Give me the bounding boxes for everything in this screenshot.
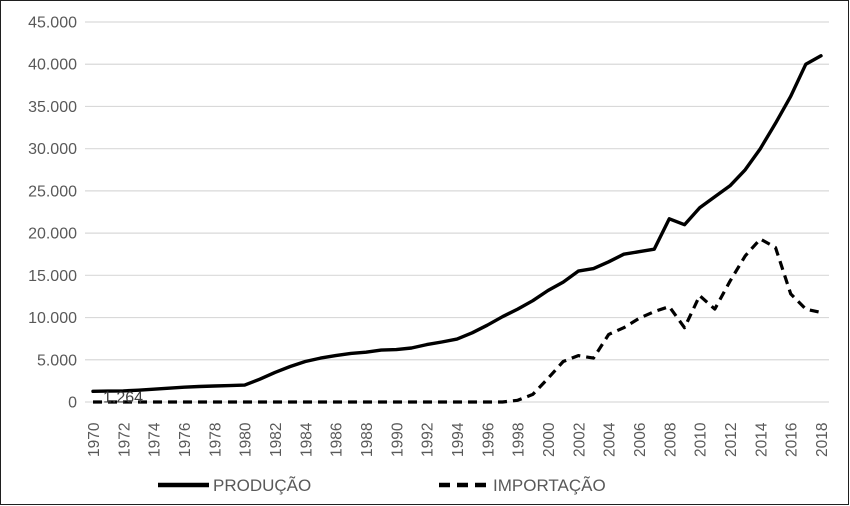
x-axis-tick-label: 1984 (298, 422, 315, 457)
y-axis-tick-label: 10.000 (28, 310, 77, 327)
x-axis-tick-label: 2000 (541, 422, 558, 457)
x-axis-tick-label: 2010 (693, 422, 710, 457)
y-axis-tick-label: 35.000 (28, 99, 77, 116)
x-axis-tick-label: 2018 (814, 423, 831, 457)
legend: PRODUÇÃO IMPORTAÇÃO (158, 476, 606, 495)
x-axis-tick-label: 2002 (571, 423, 588, 457)
producao-line (91, 54, 823, 393)
first-point-data-label: 1.264 (103, 389, 143, 406)
x-axis-tick-label: 1974 (147, 422, 164, 457)
x-axis-tick-label: 1990 (389, 422, 406, 457)
y-axis-tick-label: 0 (68, 395, 77, 412)
y-axis-tick-label: 20.000 (28, 226, 77, 243)
x-axis-tick-label: 1976 (177, 423, 194, 457)
x-axis-tick-label: 2008 (662, 423, 679, 457)
y-axis-tick-label: 30.000 (28, 141, 77, 158)
x-axis-tick-label: 1982 (268, 423, 285, 457)
y-axis-tick-labels: 0 5.000 10.000 15.000 20.000 25.000 30.000 35.0… (28, 15, 77, 412)
gridlines-group (85, 21, 829, 403)
x-axis-tick-label: 1972 (116, 423, 133, 457)
y-axis-tick-label: 45.000 (28, 15, 77, 32)
x-axis-tick-labels: 1970 1972 1974 1976 1978 1980 1982 1984 1986 1988… (86, 422, 831, 457)
x-axis-tick-label: 1970 (86, 422, 103, 457)
y-axis-tick-label: 25.000 (28, 183, 77, 200)
x-axis-tick-label: 2012 (723, 423, 740, 457)
x-axis-tick-label: 1980 (238, 422, 255, 457)
x-axis-tick-label: 1986 (329, 423, 346, 457)
legend-importacao-label: IMPORTAÇÃO (493, 476, 606, 495)
x-axis-tick-label: 1992 (420, 423, 437, 457)
x-axis-tick-label: 2004 (602, 422, 619, 457)
x-axis-tick-label: 1978 (207, 423, 224, 457)
y-axis-tick-label: 40.000 (28, 57, 77, 74)
importacao-line (93, 237, 822, 404)
x-axis-tick-label: 1988 (359, 423, 376, 457)
x-axis-tick-label: 2014 (753, 422, 770, 457)
x-axis-tick-label: 1994 (450, 422, 467, 457)
y-axis-tick-label: 15.000 (28, 268, 77, 285)
y-axis-tick-label: 5.000 (37, 352, 77, 369)
x-axis-tick-label: 2006 (632, 423, 649, 457)
legend-producao-label: PRODUÇÃO (213, 476, 311, 495)
x-axis-tick-label: 2016 (784, 423, 801, 457)
x-axis-tick-label: 1996 (480, 423, 497, 457)
x-axis-tick-label: 1998 (511, 423, 528, 457)
